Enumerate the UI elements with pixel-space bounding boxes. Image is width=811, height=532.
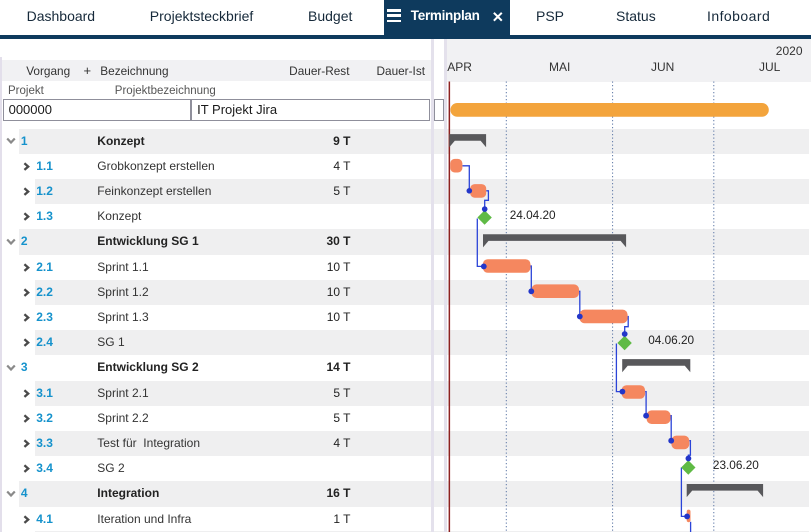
svg-text:04.06.20: 04.06.20 xyxy=(648,333,694,347)
svg-text:23.06.20: 23.06.20 xyxy=(713,458,759,472)
svg-text:24.04.20: 24.04.20 xyxy=(510,208,556,222)
